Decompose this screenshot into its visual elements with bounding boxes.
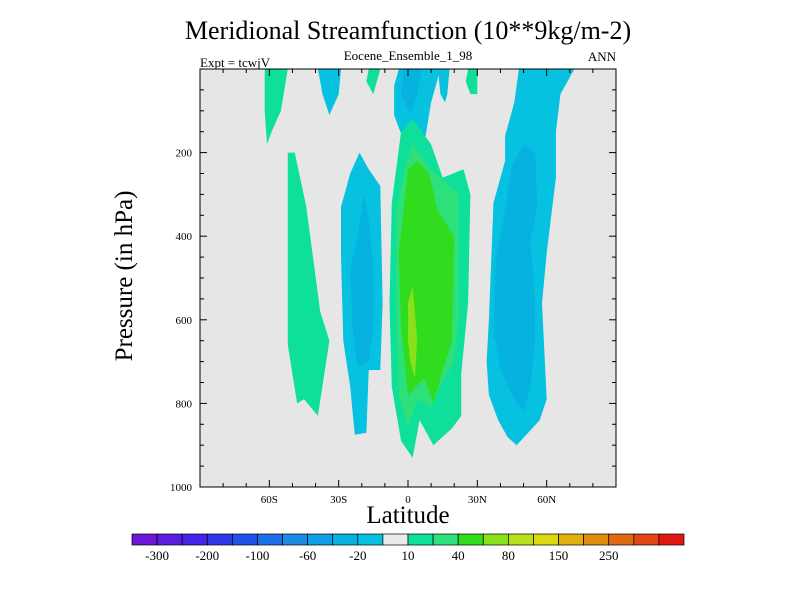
y-tick-label: 1000: [170, 482, 193, 494]
y-tick-label: 600: [176, 315, 193, 327]
chart-title: Meridional Streamfunction (10**9kg/m-2): [184, 16, 632, 45]
y-tick-label: 200: [176, 148, 193, 160]
colorbar-box: [658, 533, 685, 546]
colorbar-box: [533, 533, 559, 546]
colorbar-box: [131, 533, 158, 546]
colorbar-box: [332, 533, 359, 546]
colorbar-box: [181, 533, 208, 546]
colorbar-box: [282, 533, 308, 546]
colorbar-label: 80: [502, 548, 515, 563]
experiment-label: Expt = tcwjV: [200, 55, 271, 70]
colorbar-box: [583, 533, 610, 546]
colorbar-box: [608, 533, 635, 546]
colorbar-box: [633, 533, 660, 546]
colorbar-label: -60: [299, 548, 316, 563]
colorbar-label: 40: [452, 548, 465, 563]
colorbar-box: [558, 533, 584, 546]
colorbar-label: 250: [599, 548, 619, 563]
chart-subtitle: Eocene_Ensemble_1_98: [343, 48, 473, 63]
colorbar-label: -200: [195, 548, 219, 563]
colorbar-box: [206, 533, 233, 546]
contour-region-1: [317, 69, 341, 115]
colorbar-box: [432, 533, 459, 546]
contour-region-6: [465, 69, 478, 95]
x-tick-label: 30S: [330, 494, 347, 506]
colorbar-label: -20: [349, 548, 366, 563]
colorbar-box: [257, 533, 283, 546]
colorbar-box: [482, 533, 509, 546]
colorbar-box: [156, 533, 183, 546]
colorbar-box: [407, 533, 434, 546]
season-label: ANN: [587, 49, 616, 64]
colorbar-label: -100: [246, 548, 270, 563]
contour-region-5: [438, 69, 450, 103]
contour-region-15: [493, 144, 538, 412]
contour-region-13: [408, 286, 418, 379]
colorbar-box: [357, 533, 384, 546]
x-axis-label: Latitude: [366, 502, 450, 529]
y-tick-label: 400: [176, 231, 193, 243]
y-tick-label: 800: [176, 398, 193, 410]
colorbar-box: [307, 533, 334, 546]
contour-region-2: [366, 69, 381, 95]
contour-region-0: [264, 69, 288, 145]
colorbar-box: [232, 533, 258, 546]
contour-region-9: [350, 194, 374, 366]
colorbar-box: [457, 533, 484, 546]
x-tick-label: 30N: [468, 494, 487, 506]
colorbar-label: 10: [402, 548, 415, 563]
colorbar-box: [508, 533, 534, 546]
x-tick-label: 60N: [537, 494, 556, 506]
colorbar-label: -300: [145, 548, 169, 563]
contour-region-7: [287, 152, 330, 416]
contour-region-4: [401, 69, 422, 115]
colorbar-box: [382, 533, 409, 546]
x-tick-label: 0: [405, 494, 411, 506]
x-tick-label: 60S: [261, 494, 278, 506]
colorbar-label: 150: [549, 548, 569, 563]
